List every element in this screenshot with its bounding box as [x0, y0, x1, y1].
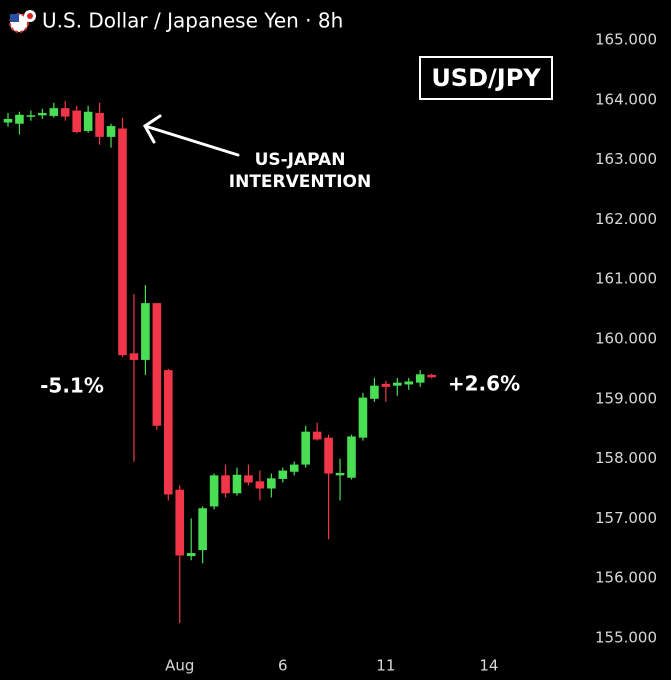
candle-body — [232, 474, 242, 494]
badge-box — [419, 56, 553, 100]
candle-body — [209, 475, 219, 507]
x-tick-label: Aug — [165, 657, 194, 675]
candle-body — [255, 481, 265, 489]
flag-icon — [9, 10, 36, 33]
candle-body — [324, 437, 333, 474]
x-tick-label: 6 — [278, 657, 288, 675]
annotation: INTERVENTION — [229, 172, 371, 192]
candle-body — [244, 475, 253, 483]
y-tick-label: 164.000 — [595, 90, 657, 108]
candle-body — [60, 108, 70, 117]
candle-body — [301, 431, 310, 465]
annotation: +2.6% — [448, 372, 520, 396]
candle-body — [3, 118, 13, 123]
candle-body — [95, 112, 104, 137]
badge: USD/JPY — [431, 64, 541, 92]
candle-body — [186, 553, 196, 557]
candle-body — [129, 353, 139, 360]
y-tick-label: 165.000 — [595, 31, 657, 49]
candle-body — [175, 489, 185, 556]
candle-body — [221, 475, 230, 494]
candle-body — [72, 110, 81, 133]
candle-body — [312, 431, 322, 440]
candle-body — [289, 464, 299, 472]
y-tick-label: 159.000 — [595, 389, 657, 407]
candle-body — [370, 385, 379, 399]
candle-body — [118, 128, 127, 356]
candle-body — [415, 374, 425, 383]
candle-body — [38, 112, 47, 116]
y-tick-label: 157.000 — [595, 509, 657, 527]
y-tick-label: 155.000 — [595, 629, 657, 647]
y-tick-label: 158.000 — [595, 449, 657, 467]
annotation: -5.1% — [40, 374, 104, 398]
candle-body — [164, 370, 173, 495]
candle-body — [152, 303, 162, 426]
candle-body — [358, 397, 368, 438]
candle-body — [106, 126, 116, 137]
candle-body — [198, 508, 207, 551]
x-tick-label: 14 — [479, 657, 498, 675]
y-tick-label: 156.000 — [595, 569, 657, 587]
candle-body — [427, 374, 436, 378]
y-tick-label: 163.000 — [595, 150, 657, 168]
annotation: US-JAPAN — [255, 150, 346, 170]
y-tick-label: 162.000 — [595, 210, 657, 228]
candle-body — [404, 381, 414, 385]
chart-title: U.S. Dollar / Japanese Yen · 8h — [42, 9, 343, 33]
candle-body — [83, 111, 93, 131]
candle-body — [49, 108, 59, 116]
candle-body — [347, 436, 356, 478]
candle-body — [381, 383, 391, 387]
candle-body — [267, 478, 276, 489]
candle-body — [26, 115, 36, 117]
candle-body — [278, 470, 288, 479]
candle-body — [393, 382, 402, 386]
candle-body — [141, 303, 150, 360]
arrow — [143, 114, 240, 157]
x-tick-label: 11 — [376, 657, 395, 675]
y-tick-label: 161.000 — [595, 270, 657, 288]
y-tick-label: 160.000 — [595, 330, 657, 348]
candle-body — [335, 472, 345, 476]
candle-body — [15, 114, 24, 124]
